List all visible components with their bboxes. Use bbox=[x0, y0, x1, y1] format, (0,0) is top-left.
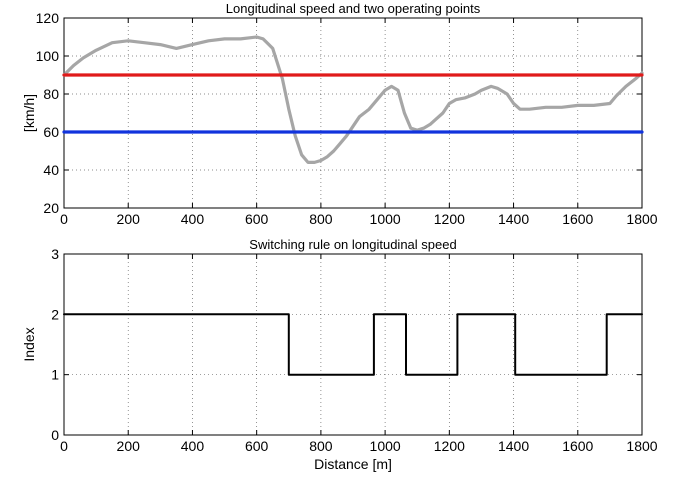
speed-plot: Longitudinal speed and two operating poi… bbox=[21, 1, 658, 227]
x-tick-label: 800 bbox=[309, 211, 333, 227]
y-tick-label: 60 bbox=[43, 124, 59, 140]
x-tick-label: 1000 bbox=[370, 438, 401, 454]
speed-plot-ylabel: [km/h] bbox=[21, 94, 37, 132]
y-tick-label: 2 bbox=[51, 306, 59, 322]
x-tick-label: 1000 bbox=[370, 211, 401, 227]
x-tick-label: 400 bbox=[181, 438, 205, 454]
x-tick-label: 600 bbox=[245, 211, 269, 227]
x-tick-label: 800 bbox=[309, 438, 333, 454]
series-line-0 bbox=[62, 35, 644, 164]
x-tick-label: 200 bbox=[117, 438, 141, 454]
speed-plot-title: Longitudinal speed and two operating poi… bbox=[226, 1, 481, 16]
y-tick-label: 3 bbox=[51, 246, 59, 262]
switching-plot-ticks: 0 200 400 600 800 1000 1200 1400 1600 1800 0 1 2 3 bbox=[51, 246, 658, 454]
x-tick-label: 1600 bbox=[562, 211, 593, 227]
series-line-0 bbox=[63, 313, 643, 376]
switching-plot: Switching rule on longitudinal speed 0 20… bbox=[21, 237, 658, 472]
switching-plot-series bbox=[63, 313, 643, 376]
speed-plot-ticks: 0 200 400 600 800 1000 1200 1400 1600 1800 20 40 60 8… bbox=[36, 10, 658, 227]
x-tick-label: 200 bbox=[117, 211, 141, 227]
y-tick-label: 0 bbox=[51, 427, 59, 443]
y-tick-label: 80 bbox=[43, 86, 59, 102]
x-tick-label: 1200 bbox=[434, 211, 465, 227]
y-tick-label: 20 bbox=[43, 200, 59, 216]
x-tick-label: 1800 bbox=[626, 211, 657, 227]
x-tick-label: 1400 bbox=[498, 211, 529, 227]
switching-plot-axes-box bbox=[63, 253, 643, 436]
switching-plot-xlabel: Distance [m] bbox=[314, 456, 392, 472]
x-tick-label: 1400 bbox=[498, 438, 529, 454]
switching-plot-title: Switching rule on longitudinal speed bbox=[249, 237, 456, 252]
speed-plot-axes-box bbox=[63, 17, 643, 209]
x-tick-label: 0 bbox=[60, 211, 68, 227]
x-tick-label: 1200 bbox=[434, 438, 465, 454]
y-tick-label: 120 bbox=[36, 10, 60, 26]
x-tick-label: 600 bbox=[245, 438, 269, 454]
x-tick-label: 1800 bbox=[626, 438, 657, 454]
x-tick-label: 1600 bbox=[562, 438, 593, 454]
x-tick-label: 400 bbox=[181, 211, 205, 227]
y-tick-label: 1 bbox=[51, 367, 59, 383]
x-tick-label: 0 bbox=[60, 438, 68, 454]
speed-plot-series bbox=[62, 35, 644, 164]
y-tick-label: 100 bbox=[36, 48, 60, 64]
y-tick-label: 40 bbox=[43, 162, 59, 178]
switching-plot-ylabel: Index bbox=[21, 327, 37, 361]
